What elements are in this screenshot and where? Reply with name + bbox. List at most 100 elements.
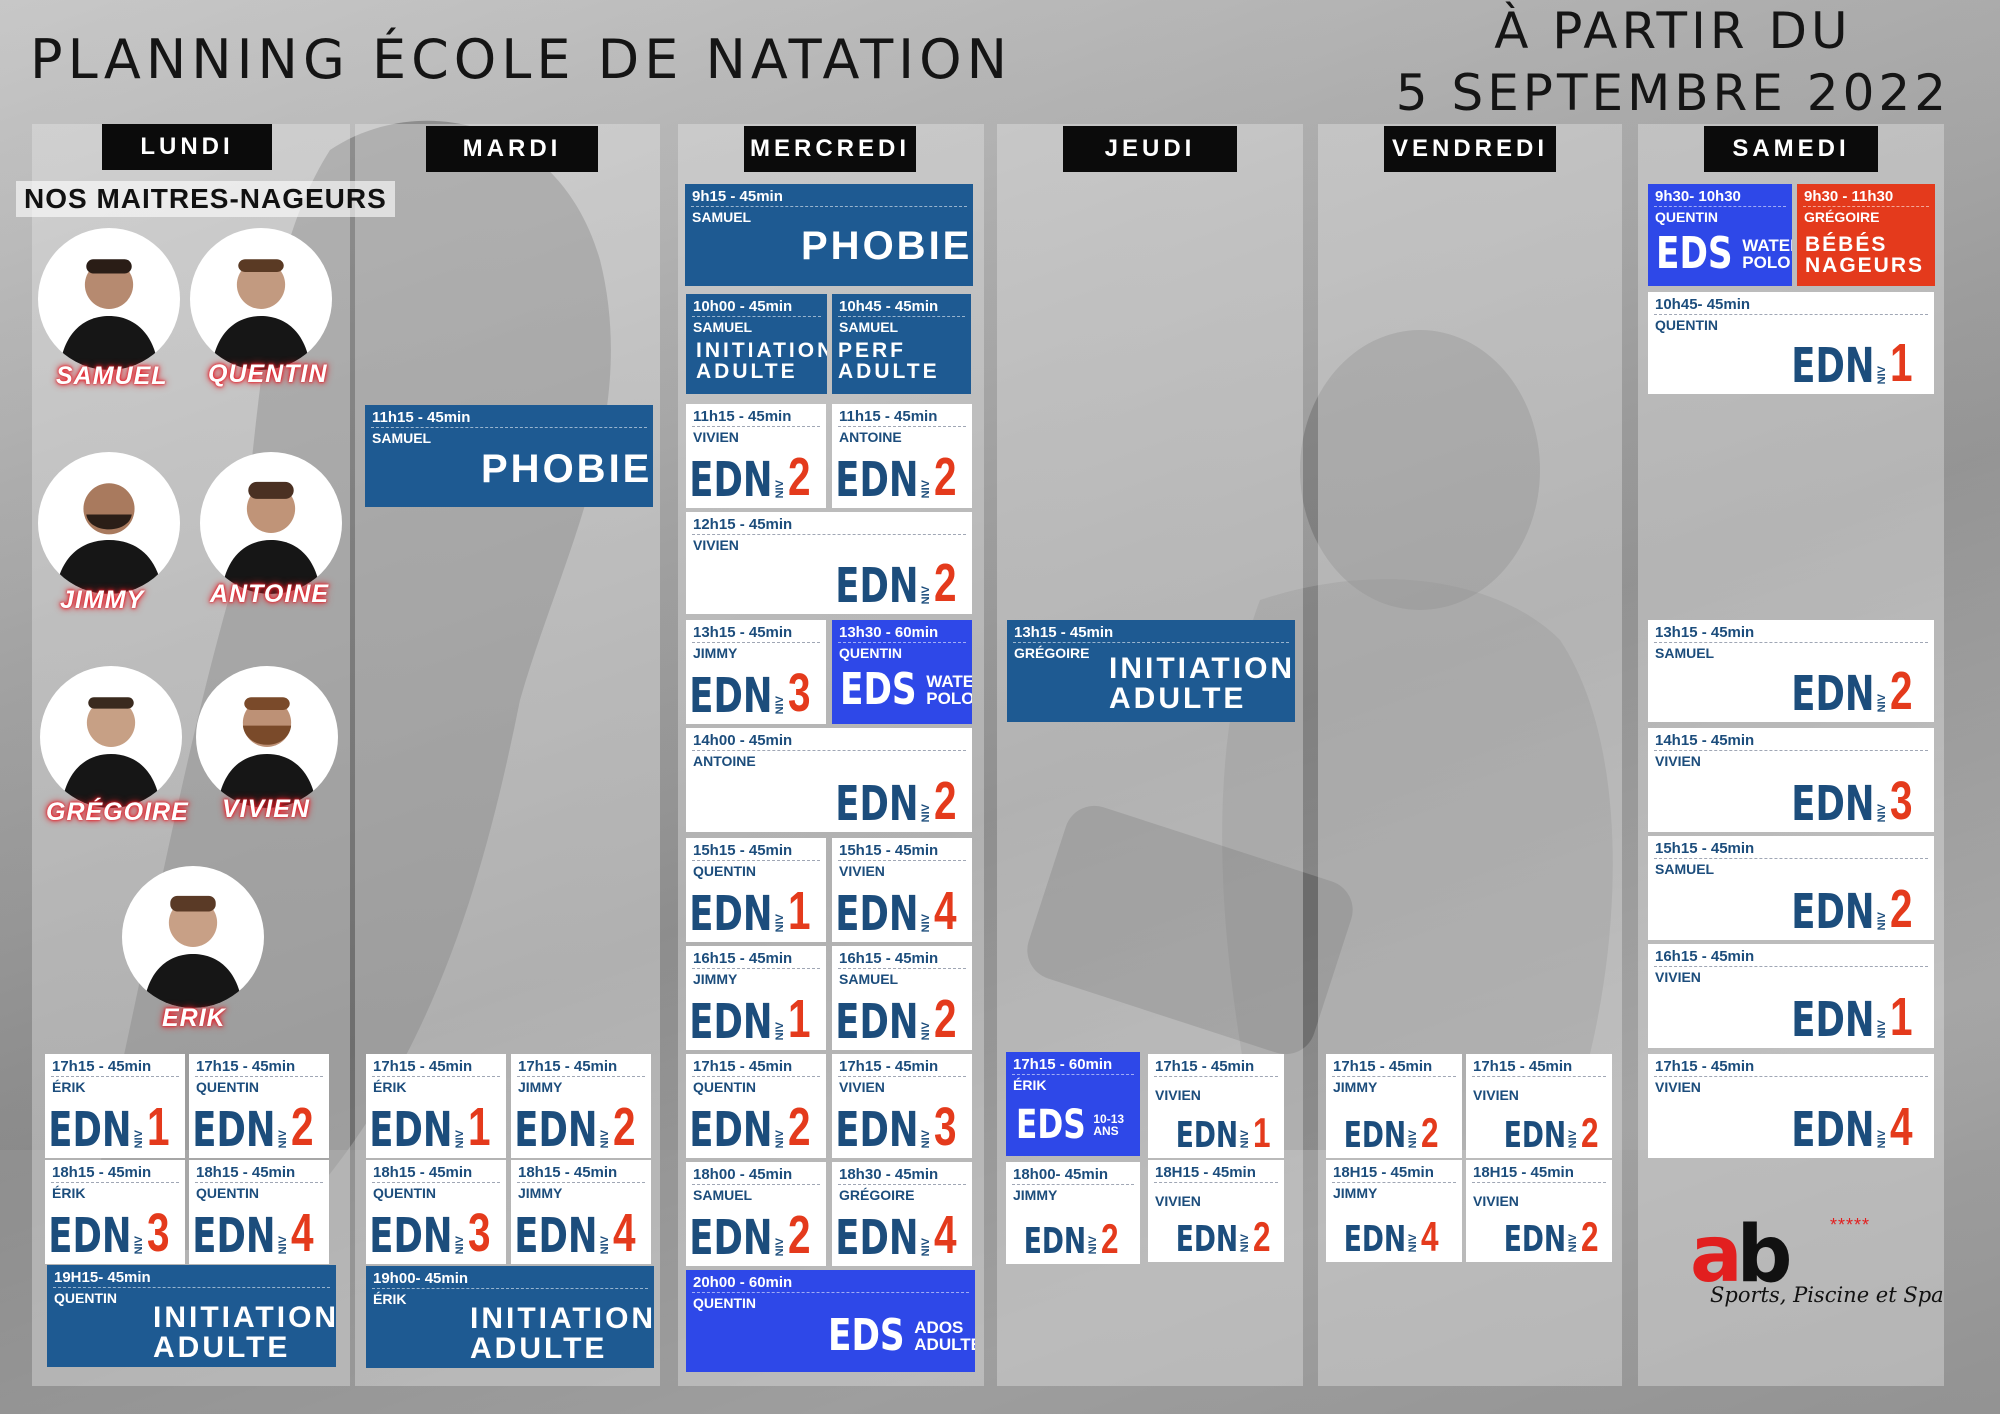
- lesson-card[interactable]: 17h15 - 45min QUENTIN EDN NIV 2: [686, 1054, 826, 1158]
- level-tag: NIV: [276, 1129, 289, 1148]
- lesson-coach: ANTOINE: [839, 429, 902, 445]
- lesson-level: 1: [146, 1097, 170, 1157]
- lesson-coach: JIMMY: [1333, 1185, 1378, 1201]
- lesson-card[interactable]: 18h15 - 45min QUENTIN EDN NIV 4: [189, 1160, 329, 1264]
- lesson-coach: SAMUEL: [1655, 861, 1715, 877]
- lesson-card[interactable]: 13h15 - 45min SAMUEL EDN NIV 2: [1648, 620, 1934, 722]
- lesson-card[interactable]: 9h30- 10h30 QUENTIN EDS WATERPOLO: [1648, 184, 1792, 286]
- level-tag: NIV: [773, 1129, 786, 1148]
- lesson-time: 20h00 - 60min: [693, 1274, 793, 1291]
- lesson-card[interactable]: 18H15 - 45min VIVIEN EDN NIV 2: [1466, 1160, 1612, 1262]
- lesson-type: EDN: [689, 452, 773, 508]
- lesson-card[interactable]: 17h15 - 45min VIVIEN EDN NIV 3: [832, 1054, 972, 1158]
- lesson-sub1: 10-13: [1093, 1112, 1125, 1126]
- lesson-card[interactable]: 17h15 - 45min ÉRIK EDN NIV 1: [366, 1054, 506, 1158]
- lesson-card[interactable]: 15h15 - 45min SAMUEL EDN NIV 2: [1648, 836, 1934, 940]
- lesson-card[interactable]: 13h15 - 45min GRÉGOIRE INITIATION ADULTE: [1007, 620, 1295, 722]
- lesson-card[interactable]: 17h15 - 45min JIMMY EDN NIV 2: [511, 1054, 651, 1158]
- lesson-level: 2: [787, 1097, 811, 1157]
- level-tag: NIV: [919, 1129, 932, 1148]
- lesson-card[interactable]: 18h15 - 45min JIMMY EDN NIV 4: [511, 1160, 651, 1264]
- lesson-card[interactable]: 10h45- 45min QUENTIN EDN NIV 1: [1648, 292, 1934, 394]
- lesson-time: 18h00 - 45min: [693, 1166, 793, 1183]
- lesson-time: 18h15 - 45min: [196, 1164, 296, 1181]
- lesson-card[interactable]: 17h15 - 45min VIVIEN EDN NIV 1: [1148, 1054, 1284, 1158]
- lesson-sub1: ADOS: [914, 1317, 964, 1337]
- avatar-samuel: [38, 228, 180, 370]
- logo-stars: *****: [1830, 1215, 1871, 1235]
- lesson-coach: QUENTIN: [373, 1185, 436, 1201]
- lesson-time: 17h15 - 45min: [1333, 1058, 1433, 1075]
- lesson-card[interactable]: 18h15 - 45min ÉRIK EDN NIV 3: [45, 1160, 185, 1264]
- lesson-card[interactable]: 17h15 - 45min VIVIEN EDN NIV 4: [1648, 1054, 1934, 1158]
- lesson-type: EDN: [1343, 1115, 1406, 1156]
- lesson-time: 18H15 - 45min: [1473, 1164, 1574, 1181]
- lesson-card[interactable]: 18h30 - 45min GRÉGOIRE EDN NIV 4: [832, 1162, 972, 1266]
- lesson-card[interactable]: 18h00- 45min JIMMY EDN NIV 2: [1006, 1162, 1140, 1264]
- lesson-coach: JIMMY: [518, 1079, 563, 1095]
- lesson-card[interactable]: 15h15 - 45min VIVIEN EDN NIV 4: [832, 838, 972, 942]
- lesson-card[interactable]: 10h45 - 45min SAMUEL PERF ADULTE: [832, 294, 971, 394]
- lesson-time: 14h15 - 45min: [1655, 732, 1755, 749]
- lesson-card[interactable]: 9h15 - 45min SAMUEL PHOBIE: [685, 184, 973, 286]
- staff-title: NOS MAITRES-NAGEURS: [16, 181, 395, 217]
- lesson-card[interactable]: 18H15 - 45min JIMMY EDN NIV 4: [1326, 1160, 1462, 1262]
- lesson-label-line2: ADULTE: [838, 360, 940, 383]
- lesson-time: 13h30 - 60min: [839, 624, 939, 641]
- lesson-time: 17h15 - 45min: [196, 1058, 296, 1075]
- lesson-time: 16h15 - 45min: [1655, 948, 1755, 965]
- page-title: PLANNING ÉCOLE DE NATATION: [30, 28, 1013, 91]
- lesson-time: 15h15 - 45min: [1655, 840, 1755, 857]
- level-tag: NIV: [773, 695, 786, 714]
- staff-name-jimmy: JIMMY: [60, 586, 145, 614]
- lesson-card[interactable]: 18H15 - 45min VIVIEN EDN NIV 2: [1148, 1160, 1284, 1262]
- lesson-card[interactable]: 16h15 - 45min VIVIEN EDN NIV 1: [1648, 944, 1934, 1048]
- lesson-coach: JIMMY: [1013, 1187, 1058, 1203]
- lesson-coach: SAMUEL: [839, 971, 899, 987]
- level-tag: NIV: [132, 1235, 145, 1254]
- lesson-card[interactable]: 19H15- 45min QUENTIN INITIATION ADULTE: [47, 1265, 336, 1367]
- lesson-card[interactable]: 17h15 - 45min JIMMY EDN NIV 2: [1326, 1054, 1462, 1158]
- lesson-card[interactable]: 15h15 - 45min QUENTIN EDN NIV 1: [686, 838, 826, 942]
- lesson-label-line1: INITIATION: [470, 1302, 654, 1335]
- lesson-coach: JIMMY: [1333, 1079, 1378, 1095]
- lesson-card[interactable]: 14h15 - 45min VIVIEN EDN NIV 3: [1648, 728, 1934, 832]
- lesson-card[interactable]: 16h15 - 45min JIMMY EDN NIV 1: [686, 946, 826, 1050]
- lesson-card[interactable]: 11h15 - 45min VIVIEN EDN NIV 2: [686, 404, 826, 508]
- lesson-coach: QUENTIN: [839, 645, 902, 661]
- level-tag: NIV: [919, 1237, 932, 1256]
- lesson-card[interactable]: 11h15 - 45min SAMUEL PHOBIE: [365, 405, 653, 507]
- lesson-card[interactable]: 17h15 - 45min VIVIEN EDN NIV 2: [1466, 1054, 1612, 1158]
- lesson-card[interactable]: 14h00 - 45min ANTOINE EDN NIV 2: [686, 728, 972, 832]
- level-tag: NIV: [1875, 1129, 1888, 1148]
- lesson-card[interactable]: 17h15 - 60min ÉRIK EDS 10-13 ANS: [1006, 1052, 1140, 1156]
- lesson-card[interactable]: 18h00 - 45min SAMUEL EDN NIV 2: [686, 1162, 826, 1266]
- lesson-card[interactable]: 11h15 - 45min ANTOINE EDN NIV 2: [832, 404, 972, 508]
- lesson-coach: VIVIEN: [1655, 753, 1701, 769]
- lesson-card[interactable]: 10h00 - 45min SAMUEL INITIATION ADULTE: [686, 294, 827, 394]
- lesson-card[interactable]: 17h15 - 45min ÉRIK EDN NIV 1: [45, 1054, 185, 1158]
- staff-name-quentin: QUENTIN: [208, 360, 328, 388]
- lesson-type: EDN: [514, 1208, 598, 1264]
- lesson-label-line2: ADULTE: [696, 360, 798, 383]
- lesson-card[interactable]: 9h30 - 11h30 GRÉGOIRE BÉBÉS NAGEURS: [1797, 184, 1935, 286]
- level-tag: NIV: [919, 803, 932, 822]
- lesson-time: 17h15 - 45min: [1473, 1058, 1573, 1075]
- lesson-card[interactable]: 17h15 - 45min QUENTIN EDN NIV 2: [189, 1054, 329, 1158]
- lesson-sub1: WATER: [926, 671, 972, 691]
- lesson-card[interactable]: 20h00 - 60min QUENTIN EDS ADOSADULTES: [686, 1270, 975, 1372]
- lesson-card[interactable]: 19h00- 45min ÉRIK INITIATION ADULTE: [366, 1266, 654, 1368]
- lesson-time: 17h15 - 45min: [1655, 1058, 1755, 1075]
- lesson-card[interactable]: 12h15 - 45min VIVIEN EDN NIV 2: [686, 512, 972, 614]
- lesson-time: 18H15 - 45min: [1155, 1164, 1256, 1181]
- level-tag: NIV: [598, 1129, 611, 1148]
- lesson-card[interactable]: 13h30 - 60min QUENTIN EDS WATERPOLO: [832, 620, 972, 724]
- avatar-erik: [122, 866, 264, 1008]
- lesson-type: EDN: [1791, 666, 1875, 722]
- lesson-card[interactable]: 18h15 - 45min QUENTIN EDN NIV 3: [366, 1160, 506, 1264]
- lesson-card[interactable]: 16h15 - 45min SAMUEL EDN NIV 2: [832, 946, 972, 1050]
- lesson-level: 2: [933, 553, 957, 613]
- lesson-level: 2: [1100, 1215, 1119, 1262]
- level-tag: NIV: [1086, 1235, 1099, 1254]
- lesson-card[interactable]: 13h15 - 45min JIMMY EDN NIV 3: [686, 620, 826, 724]
